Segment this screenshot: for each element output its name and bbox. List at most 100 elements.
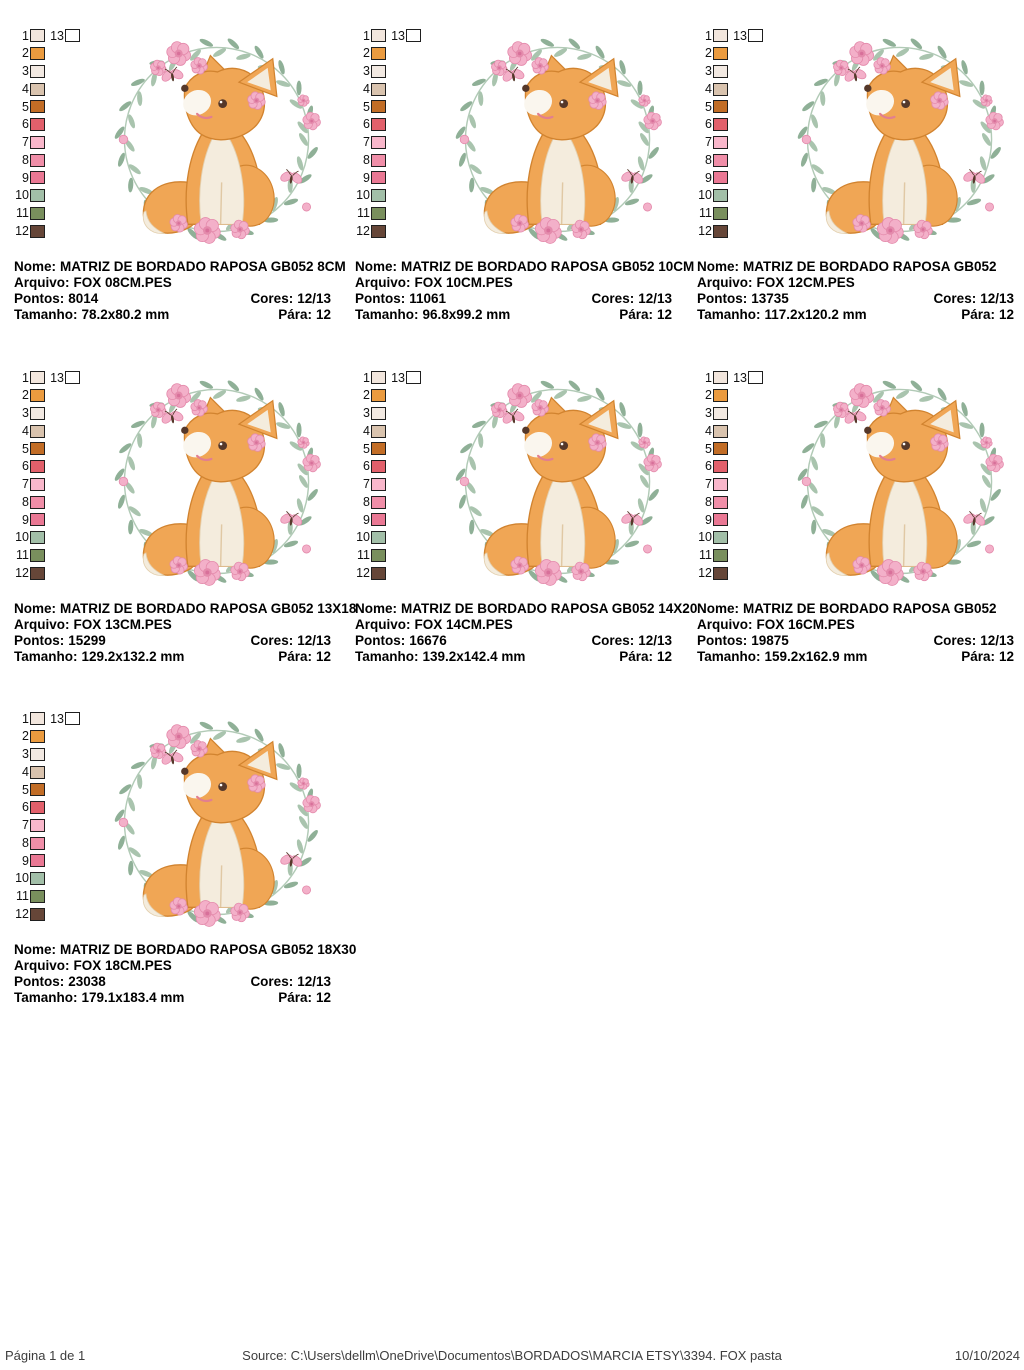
stitches-value: 23038 [68, 974, 106, 989]
palette-swatch [713, 82, 728, 96]
palette-row: 1 13 [14, 369, 80, 387]
palette-number: 11 [16, 548, 29, 563]
palette-row: 12 [14, 222, 80, 240]
stops-group: Pára: 12 [961, 307, 1014, 323]
file-label: Arquivo: [14, 617, 70, 632]
palette-swatch [371, 118, 386, 132]
fox-design-image [444, 371, 669, 596]
palette-swatch [65, 29, 80, 43]
palette-row: 7 [355, 476, 421, 494]
palette-number: 6 [22, 117, 29, 132]
palette-row: 6 [14, 458, 80, 476]
file-line: Arquivo: FOX 13CM.PES [14, 617, 331, 633]
stitches-group: Pontos: 13735 [697, 291, 789, 307]
palette-row: 6 [697, 116, 763, 134]
thread-palette: 1 13 2 3 4 5 6 7 8 9 10 11 12 [697, 369, 763, 582]
colors-group: Cores: 12/13 [591, 633, 672, 649]
palette-number: 6 [705, 117, 712, 132]
palette-number: 7 [705, 477, 712, 492]
palette-row: 11 [355, 205, 421, 223]
name-value: MATRIZ DE BORDADO RAPOSA GB052 18X30 [60, 942, 357, 957]
palette-swatch [30, 566, 45, 580]
fox-design-image [444, 29, 669, 254]
palette-row: 2 [14, 387, 80, 405]
palette-row: 6 [697, 458, 763, 476]
palette-swatch [713, 100, 728, 114]
palette-number: 5 [363, 441, 370, 456]
palette-number: 10 [356, 188, 370, 203]
name-label: Nome: [14, 259, 57, 274]
size-value: 117.2x120.2 mm [764, 307, 867, 322]
design-info: Nome: MATRIZ DE BORDADO RAPOSA GB052 Arqu… [697, 601, 1014, 665]
palette-row: 7 [355, 134, 421, 152]
size-line: Tamanho: 139.2x142.4 mm Pára: 12 [355, 649, 672, 665]
size-group: Tamanho: 179.1x183.4 mm [14, 990, 184, 1006]
fox-design-image [103, 29, 328, 254]
palette-number: 3 [705, 64, 712, 79]
palette-swatch [713, 171, 728, 185]
stitches-group: Pontos: 15299 [14, 633, 106, 649]
palette-row: 4 [14, 763, 80, 781]
colors-group: Cores: 12/13 [933, 291, 1014, 307]
palette-swatch [30, 153, 45, 167]
palette-swatch [713, 460, 728, 474]
name-value: MATRIZ DE BORDADO RAPOSA GB052 13X18 [60, 601, 357, 616]
palette-swatch [748, 29, 763, 43]
design-info: Nome: MATRIZ DE BORDADO RAPOSA GB052 18X3… [14, 942, 356, 1006]
palette-swatch [30, 747, 45, 761]
name-label: Nome: [697, 259, 740, 274]
stops-group: Pára: 12 [278, 307, 331, 323]
palette-swatch [713, 424, 728, 438]
palette-row: 2 [14, 728, 80, 746]
palette-swatch [371, 224, 386, 238]
palette-number: 13 [50, 711, 64, 726]
palette-number: 3 [22, 747, 29, 762]
palette-swatch [371, 64, 386, 78]
design-cell: 1 13 2 3 4 5 6 7 8 9 10 11 12 Nome: MATRIZ DE BORDADO… [683, 369, 1024, 711]
palette-number: 8 [363, 494, 370, 509]
palette-swatch [30, 29, 45, 43]
stops-value: 12 [998, 649, 1014, 664]
palette-number: 1 [22, 370, 29, 385]
size-group: Tamanho: 117.2x120.2 mm [697, 307, 867, 323]
stops-group: Pára: 12 [961, 649, 1014, 665]
footer-page-number: Página 1 de 1 [5, 1348, 86, 1363]
palette-swatch [371, 29, 386, 43]
palette-swatch [713, 371, 728, 385]
file-label: Arquivo: [14, 275, 70, 290]
palette-row: 8 [697, 151, 763, 169]
palette-row: 3 [697, 63, 763, 81]
stitches-value: 19875 [751, 633, 789, 648]
palette-row: 12 [14, 905, 80, 923]
thread-palette: 1 13 2 3 4 5 6 7 8 9 10 11 12 [697, 27, 763, 240]
palette-row: 4 [14, 422, 80, 440]
palette-swatch [713, 406, 728, 420]
stitches-line: Pontos: 15299 Cores: 12/13 [14, 633, 331, 649]
file-label: Arquivo: [355, 275, 411, 290]
name-line: Nome: MATRIZ DE BORDADO RAPOSA GB052 [697, 259, 1014, 275]
file-line: Arquivo: FOX 18CM.PES [14, 958, 331, 974]
palette-number: 6 [705, 459, 712, 474]
palette-number: 1 [363, 28, 370, 43]
palette-number: 7 [22, 818, 29, 833]
stops-group: Pára: 12 [278, 990, 331, 1006]
palette-number: 1 [705, 28, 712, 43]
palette-number: 2 [363, 388, 370, 403]
design-cell: 1 13 2 3 4 5 6 7 8 9 10 11 12 Nome: MATRIZ DE BORDADO… [683, 27, 1024, 369]
palette-number: 4 [705, 423, 712, 438]
palette-swatch [371, 153, 386, 167]
palette-swatch [30, 100, 45, 114]
size-label: Tamanho: [697, 649, 761, 664]
palette-row: 6 [14, 799, 80, 817]
palette-swatch [748, 371, 763, 385]
stitches-line: Pontos: 8014 Cores: 12/13 [14, 291, 331, 307]
palette-row: 7 [14, 476, 80, 494]
palette-swatch [713, 118, 728, 132]
size-value: 139.2x142.4 mm [422, 649, 526, 664]
palette-row: 10 [14, 529, 80, 547]
palette-swatch [30, 730, 45, 744]
palette-row: 11 [697, 547, 763, 565]
file-value: FOX 18CM.PES [73, 958, 172, 973]
palette-swatch [30, 854, 45, 868]
palette-swatch [30, 442, 45, 456]
